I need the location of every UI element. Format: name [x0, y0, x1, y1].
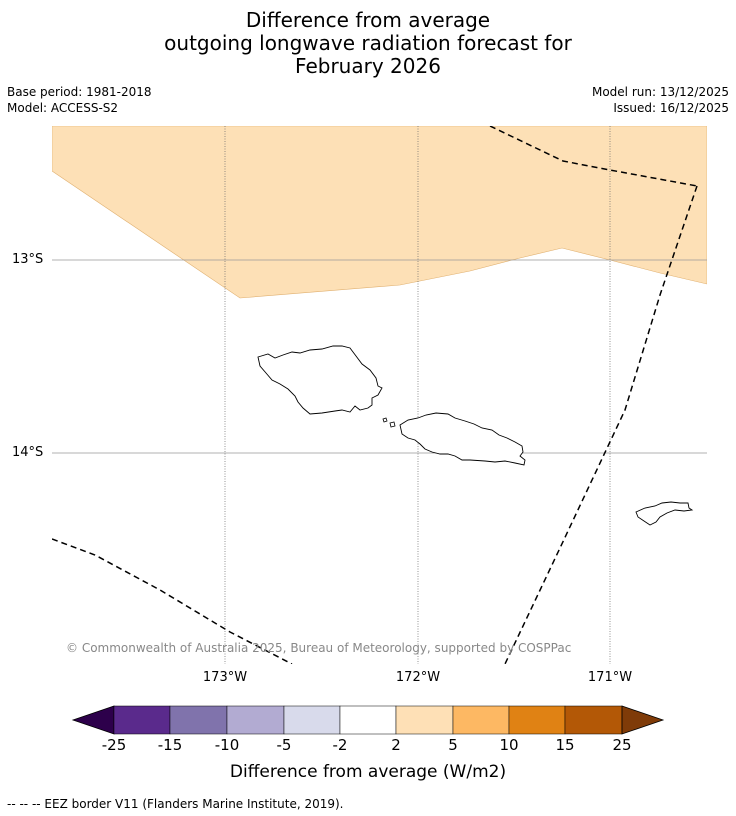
colorbar-bin-1 [113, 705, 171, 735]
island-savaii [257, 345, 383, 415]
lat-label-14s: 14°S [12, 445, 44, 460]
colorbar-bin-4 [283, 705, 341, 735]
colorbar-bin-8 [508, 705, 566, 735]
island-upolu [399, 412, 526, 466]
colorbar-bin-6 [395, 705, 454, 735]
title-line-3: February 2026 [295, 54, 441, 78]
colorbar-bin-7 [452, 705, 510, 735]
base-period: Base period: 1981-2018 [7, 85, 152, 99]
colorbar-bin-9 [564, 705, 623, 735]
colorbar-bin-5 [339, 705, 397, 735]
eez-border-southwest [52, 538, 293, 664]
title-line-1: Difference from average [245, 8, 491, 32]
eez-border-north [489, 126, 698, 187]
model-name: Model: ACCESS-S2 [7, 101, 119, 115]
colorbar-label: Difference from average (W/m2) [229, 762, 507, 782]
anomaly-region [52, 126, 707, 299]
eez-legend: -- -- -- EEZ border V11 (Flanders Marine… [7, 797, 344, 811]
colorbar-bin-3 [226, 705, 285, 735]
colorbar-tick: 2 [391, 736, 401, 754]
island-tutuila [635, 501, 694, 526]
colorbar-tick: 25 [612, 736, 632, 754]
model-run: Model run: 13/12/2025 [591, 85, 729, 99]
lon-label-172w: 172°W [395, 670, 441, 685]
colorbar-extend-high [621, 705, 665, 735]
lon-label-171w: 171°W [587, 670, 633, 685]
colorbar-extend-low [71, 705, 115, 735]
colorbar-tick: 15 [555, 736, 575, 754]
colorbar-bin-2 [169, 705, 228, 735]
colorbar-tick: -2 [332, 736, 348, 754]
island-manono [389, 421, 396, 428]
colorbar-tick: -5 [276, 736, 292, 754]
lon-label-173w: 173°W [202, 670, 248, 685]
copyright-notice: © Commonwealth of Australia 2025, Bureau… [66, 641, 572, 655]
colorbar-tick: 5 [448, 736, 458, 754]
island-apolima [382, 417, 388, 423]
title-line-2: outgoing longwave radiation forecast for [164, 31, 572, 55]
colorbar-tick: 10 [499, 736, 519, 754]
colorbar-tick: -10 [214, 736, 240, 754]
colorbar-tick: -15 [157, 736, 183, 754]
lat-label-13s: 13°S [12, 252, 44, 267]
issued-date: Issued: 16/12/2025 [613, 101, 729, 115]
eez-border-east [504, 185, 698, 664]
colorbar-tick: -25 [101, 736, 127, 754]
